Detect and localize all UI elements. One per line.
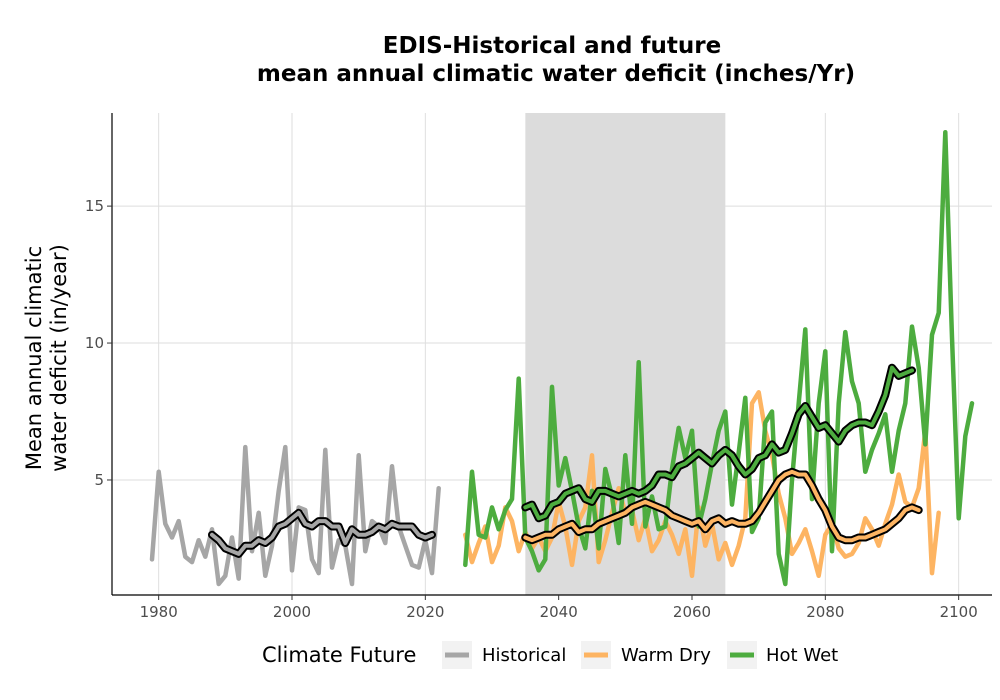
x-tick-label-2080: 2080 <box>806 603 844 621</box>
y-axis-title-line-1: Mean annual climatic <box>22 246 46 470</box>
legend-label-warm-dry: Warm Dry <box>621 645 711 666</box>
y-tick-label-5: 5 <box>94 471 104 489</box>
smoothed-line-warm-dry <box>523 469 921 543</box>
legend-title: Climate Future <box>262 643 416 667</box>
x-tick-label-2100: 2100 <box>940 603 978 621</box>
y-tick-label-15: 15 <box>85 197 104 215</box>
axes: 1980 2000 2020 2040 2060 2080 2100 5 10 15 <box>85 113 992 621</box>
smoothed-line-hot-wet <box>523 365 914 521</box>
y-axis-title-line-2: water deficit (in/year) <box>47 244 71 472</box>
chart-title-line-2: mean annual climatic water deficit (inch… <box>257 61 855 87</box>
x-tick-label-2060: 2060 <box>673 603 711 621</box>
series-layer <box>149 129 975 587</box>
chart-title-line-1: EDIS-Historical and future <box>383 33 721 59</box>
series-line-historical <box>149 444 441 587</box>
x-tick-label-2040: 2040 <box>540 603 578 621</box>
legend-label-historical: Historical <box>482 645 566 666</box>
legend: Climate Future Historical Warm Dry Hot W… <box>262 641 838 669</box>
x-tick-label-2020: 2020 <box>406 603 444 621</box>
x-tick-label-2000: 2000 <box>273 603 311 621</box>
series-line-hot-wet <box>463 129 975 587</box>
smoothed-line-historical <box>210 510 434 556</box>
x-tick-label-1980: 1980 <box>140 603 178 621</box>
y-tick-label-10: 10 <box>85 334 104 352</box>
legend-label-hot-wet: Hot Wet <box>766 645 838 666</box>
